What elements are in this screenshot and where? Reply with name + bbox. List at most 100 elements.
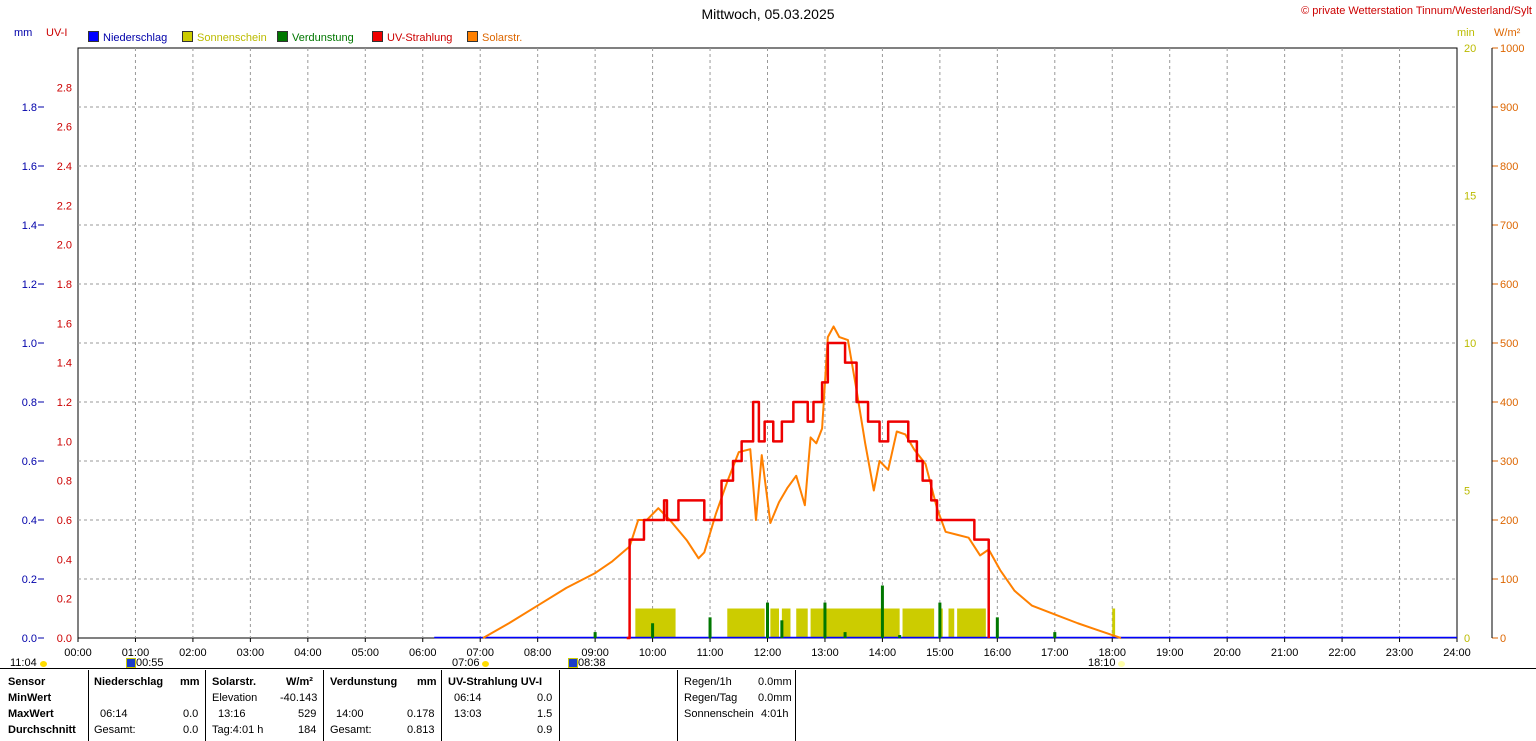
stats-divider xyxy=(677,670,678,741)
stats-row-label: MaxWert xyxy=(8,708,54,720)
page-title: Mittwoch, 05.03.2025 xyxy=(701,6,835,22)
x-tick-label: 06:00 xyxy=(409,647,437,659)
sunshine-block xyxy=(957,608,986,638)
x-tick-label: 20:00 xyxy=(1213,647,1241,659)
y-tick-label-min: 0 xyxy=(1464,633,1470,645)
stats-header-solar: Solarstr. xyxy=(212,676,257,688)
stats-top-border xyxy=(0,668,1536,669)
y-tick-label-uv: 0.2 xyxy=(57,594,72,606)
sunshine-block xyxy=(770,608,779,638)
stats-cell: 0.9 xyxy=(537,724,553,736)
y-tick-label-min: 5 xyxy=(1464,486,1470,498)
stats-cell: Elevation xyxy=(212,692,258,704)
stats-divider xyxy=(205,670,206,741)
sunshine-block xyxy=(635,608,676,638)
stats-divider xyxy=(795,670,796,741)
y-tick-label-mm: 0.6 xyxy=(22,456,37,468)
y-tick-label-min: 15 xyxy=(1464,191,1476,203)
y-tick-label-uv: 0.0 xyxy=(57,633,72,645)
evaporation-bar xyxy=(823,602,827,638)
y-tick-label-wm2: 1000 xyxy=(1500,43,1524,55)
sunshine-block xyxy=(948,608,955,638)
x-tick-label: 05:00 xyxy=(352,647,380,659)
y-tick-label-mm: 1.0 xyxy=(22,338,37,350)
y-tick-label-uv: 1.2 xyxy=(57,397,72,409)
x-tick-label: 14:00 xyxy=(869,647,897,659)
weather-chart: 00:00 01:00 02:00 03:00 04:00 05:00 06:00 07:00… xyxy=(22,43,1525,659)
moonrise-time: 00:55 xyxy=(136,657,164,669)
stats-divider xyxy=(441,670,442,741)
evaporation-bar xyxy=(780,620,784,638)
stats-divider xyxy=(323,670,324,741)
legend-label: Verdunstung xyxy=(292,32,354,44)
stats-cell: 13:03 xyxy=(454,708,482,720)
y-tick-label-mm: 1.2 xyxy=(22,279,37,291)
y-tick-label-mm: 0.0 xyxy=(22,633,37,645)
y-tick-label-uv: 2.6 xyxy=(57,122,72,134)
unit-uv-label: UV-I xyxy=(46,27,68,39)
legend-item-solar: Solarstr. xyxy=(467,31,522,44)
stats-extra-value: 0.0mm xyxy=(758,676,792,688)
evaporation-bar xyxy=(880,585,884,638)
legend-label: Solarstr. xyxy=(482,32,523,44)
evaporation-bar xyxy=(708,617,712,638)
x-tick-label: 13:00 xyxy=(811,647,839,659)
x-tick-label: 12:00 xyxy=(754,647,782,659)
y-tick-label-wm2: 900 xyxy=(1500,102,1518,114)
y-tick-label-mm: 0.8 xyxy=(22,397,37,409)
stats-table: Sensor Niederschlag mm Solarstr. W/m² Ve… xyxy=(0,668,1536,741)
x-tick-label: 15:00 xyxy=(926,647,954,659)
x-tick-label: 07:00 xyxy=(466,647,494,659)
moon-icon xyxy=(40,661,47,667)
x-tick-label: 11:00 xyxy=(697,647,724,659)
y-tick-label-uv: 2.0 xyxy=(57,240,72,252)
stats-cell: Tag:4:01 h xyxy=(212,724,264,736)
x-tick-label: 21:00 xyxy=(1271,647,1299,659)
x-tick-label: 01:00 xyxy=(122,647,150,659)
stats-extra-label: Regen/1h xyxy=(684,676,732,688)
legend-item-niederschlag: Niederschlag xyxy=(88,31,167,44)
sunrise-icon xyxy=(482,661,489,667)
sunset-time: 18:10 xyxy=(1088,657,1116,669)
y-tick-label-mm: 0.4 xyxy=(22,515,37,527)
y-tick-label-wm2: 200 xyxy=(1500,515,1518,527)
stats-cell: 529 xyxy=(298,708,317,720)
stats-cell: 0.178 xyxy=(407,708,435,720)
y-tick-label-wm2: 0 xyxy=(1500,633,1506,645)
moonset-icon xyxy=(568,658,578,668)
x-tick-label: 24:00 xyxy=(1443,647,1471,659)
stats-header-uv: UV-Strahlung UV-I xyxy=(448,676,543,688)
stats-divider xyxy=(559,670,560,741)
legend-swatch xyxy=(182,31,193,42)
y-tick-label-uv: 0.8 xyxy=(57,476,72,488)
stats-cell: 06:14 xyxy=(100,708,128,720)
moonrise-icon xyxy=(126,658,136,668)
stats-header-unit: mm xyxy=(180,676,200,688)
sunrise-time: 07:06 xyxy=(452,657,480,669)
x-tick-label: 17:00 xyxy=(1041,647,1069,659)
legend-label: UV-Strahlung xyxy=(387,32,453,44)
x-tick-label: 03:00 xyxy=(237,647,265,659)
sunshine-block xyxy=(727,608,765,638)
stats-header-verdunstung: Verdunstung xyxy=(330,676,398,688)
y-tick-label-mm: 1.4 xyxy=(22,220,37,232)
y-tick-label-wm2: 700 xyxy=(1500,220,1518,232)
evaporation-bar xyxy=(995,617,999,638)
legend-item-sonnenschein: Sonnenschein xyxy=(182,31,267,44)
evaporation-bar xyxy=(766,602,769,638)
evaporation-bar xyxy=(938,602,942,638)
evaporation-bar xyxy=(593,632,597,638)
stats-extra-value: 0.0mm xyxy=(758,692,792,704)
unit-mm-label: mm xyxy=(14,27,33,39)
y-tick-label-uv: 0.4 xyxy=(57,554,72,566)
stats-cell: Gesamt: xyxy=(330,724,372,736)
legend-label: Sonnenschein xyxy=(197,32,267,44)
stats-cell: 0.0 xyxy=(537,692,553,704)
stats-divider xyxy=(88,670,89,741)
x-tick-label: 02:00 xyxy=(179,647,207,659)
y-tick-label-mm: 1.6 xyxy=(22,161,37,173)
y-tick-label-uv: 2.4 xyxy=(57,161,72,173)
y-tick-label-uv: 1.8 xyxy=(57,279,72,291)
legend-item-uv: UV-Strahlung xyxy=(372,31,452,44)
x-tick-label: 19:00 xyxy=(1156,647,1184,659)
